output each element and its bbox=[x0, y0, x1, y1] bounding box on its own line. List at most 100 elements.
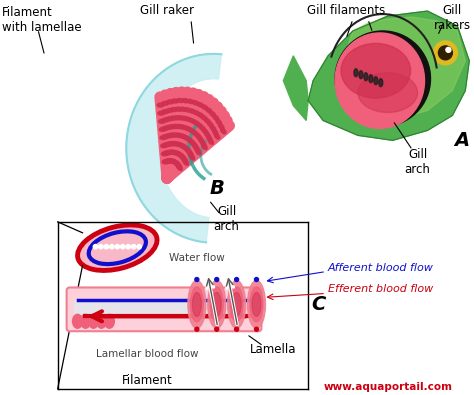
Ellipse shape bbox=[176, 143, 183, 147]
Ellipse shape bbox=[182, 158, 188, 164]
Polygon shape bbox=[308, 11, 469, 140]
Ellipse shape bbox=[164, 159, 171, 163]
Ellipse shape bbox=[197, 102, 203, 107]
Ellipse shape bbox=[379, 79, 383, 87]
Ellipse shape bbox=[162, 109, 169, 114]
Text: Water flow: Water flow bbox=[169, 253, 225, 263]
Ellipse shape bbox=[186, 149, 191, 154]
Circle shape bbox=[215, 278, 219, 282]
Ellipse shape bbox=[167, 100, 173, 104]
Ellipse shape bbox=[168, 150, 175, 154]
Ellipse shape bbox=[177, 98, 184, 103]
Ellipse shape bbox=[197, 113, 204, 118]
Ellipse shape bbox=[161, 144, 168, 148]
Ellipse shape bbox=[89, 314, 99, 328]
Ellipse shape bbox=[358, 73, 418, 113]
Ellipse shape bbox=[228, 280, 246, 328]
Ellipse shape bbox=[170, 150, 176, 154]
Ellipse shape bbox=[169, 159, 175, 163]
Ellipse shape bbox=[170, 159, 177, 164]
Ellipse shape bbox=[200, 126, 206, 131]
Circle shape bbox=[235, 278, 238, 282]
Ellipse shape bbox=[193, 144, 199, 150]
Ellipse shape bbox=[173, 161, 180, 166]
Ellipse shape bbox=[182, 116, 189, 120]
Ellipse shape bbox=[179, 154, 185, 159]
Text: Lamellar blood flow: Lamellar blood flow bbox=[96, 349, 199, 359]
Ellipse shape bbox=[196, 123, 203, 128]
Ellipse shape bbox=[250, 287, 263, 322]
Ellipse shape bbox=[180, 134, 186, 139]
Text: Afferent blood flow: Afferent blood flow bbox=[328, 263, 434, 273]
Ellipse shape bbox=[193, 120, 200, 126]
Ellipse shape bbox=[166, 150, 173, 154]
Ellipse shape bbox=[374, 77, 378, 85]
Ellipse shape bbox=[197, 135, 202, 141]
Ellipse shape bbox=[168, 133, 175, 137]
Ellipse shape bbox=[163, 151, 170, 155]
Ellipse shape bbox=[176, 164, 182, 169]
Text: Gill raker: Gill raker bbox=[140, 4, 194, 17]
Ellipse shape bbox=[247, 280, 265, 328]
Polygon shape bbox=[283, 56, 308, 120]
Ellipse shape bbox=[173, 124, 179, 128]
Ellipse shape bbox=[172, 99, 179, 103]
Ellipse shape bbox=[212, 129, 218, 135]
Circle shape bbox=[195, 327, 199, 331]
Ellipse shape bbox=[181, 144, 187, 149]
Ellipse shape bbox=[175, 151, 182, 156]
Ellipse shape bbox=[182, 145, 189, 150]
Ellipse shape bbox=[174, 133, 181, 137]
Ellipse shape bbox=[219, 124, 224, 129]
Circle shape bbox=[93, 245, 98, 249]
Ellipse shape bbox=[232, 292, 241, 316]
Ellipse shape bbox=[169, 125, 176, 129]
Ellipse shape bbox=[164, 151, 172, 155]
Ellipse shape bbox=[162, 152, 168, 156]
Ellipse shape bbox=[252, 292, 261, 316]
Ellipse shape bbox=[73, 314, 82, 328]
Ellipse shape bbox=[163, 143, 170, 147]
Ellipse shape bbox=[196, 149, 201, 155]
Ellipse shape bbox=[182, 99, 189, 103]
Ellipse shape bbox=[168, 159, 174, 163]
Ellipse shape bbox=[230, 287, 243, 322]
Ellipse shape bbox=[201, 115, 207, 120]
Ellipse shape bbox=[208, 122, 213, 127]
Text: Gill
rakers: Gill rakers bbox=[434, 4, 471, 32]
Text: Gill filaments: Gill filaments bbox=[307, 4, 385, 17]
Ellipse shape bbox=[364, 73, 368, 81]
Text: www.aquaportail.com: www.aquaportail.com bbox=[323, 382, 452, 392]
FancyBboxPatch shape bbox=[73, 301, 245, 316]
Ellipse shape bbox=[201, 105, 208, 110]
Ellipse shape bbox=[359, 71, 363, 79]
Circle shape bbox=[438, 46, 452, 60]
Ellipse shape bbox=[204, 132, 210, 137]
Circle shape bbox=[255, 327, 258, 331]
Ellipse shape bbox=[180, 107, 187, 111]
Ellipse shape bbox=[212, 292, 221, 316]
Ellipse shape bbox=[189, 128, 195, 134]
Ellipse shape bbox=[171, 107, 178, 111]
Ellipse shape bbox=[172, 141, 179, 146]
Ellipse shape bbox=[188, 152, 194, 158]
Ellipse shape bbox=[220, 128, 226, 134]
Circle shape bbox=[104, 245, 109, 249]
Ellipse shape bbox=[191, 287, 203, 322]
Ellipse shape bbox=[162, 160, 169, 164]
FancyBboxPatch shape bbox=[67, 288, 262, 331]
Ellipse shape bbox=[166, 108, 173, 112]
Ellipse shape bbox=[171, 133, 178, 137]
Ellipse shape bbox=[158, 111, 165, 115]
Ellipse shape bbox=[174, 142, 181, 146]
Circle shape bbox=[115, 245, 119, 249]
Ellipse shape bbox=[206, 135, 212, 141]
Ellipse shape bbox=[191, 142, 197, 147]
Ellipse shape bbox=[192, 101, 199, 105]
Circle shape bbox=[109, 245, 114, 249]
Circle shape bbox=[433, 41, 457, 65]
Polygon shape bbox=[343, 17, 465, 120]
Ellipse shape bbox=[172, 160, 179, 165]
Circle shape bbox=[131, 245, 136, 249]
Ellipse shape bbox=[170, 116, 177, 120]
